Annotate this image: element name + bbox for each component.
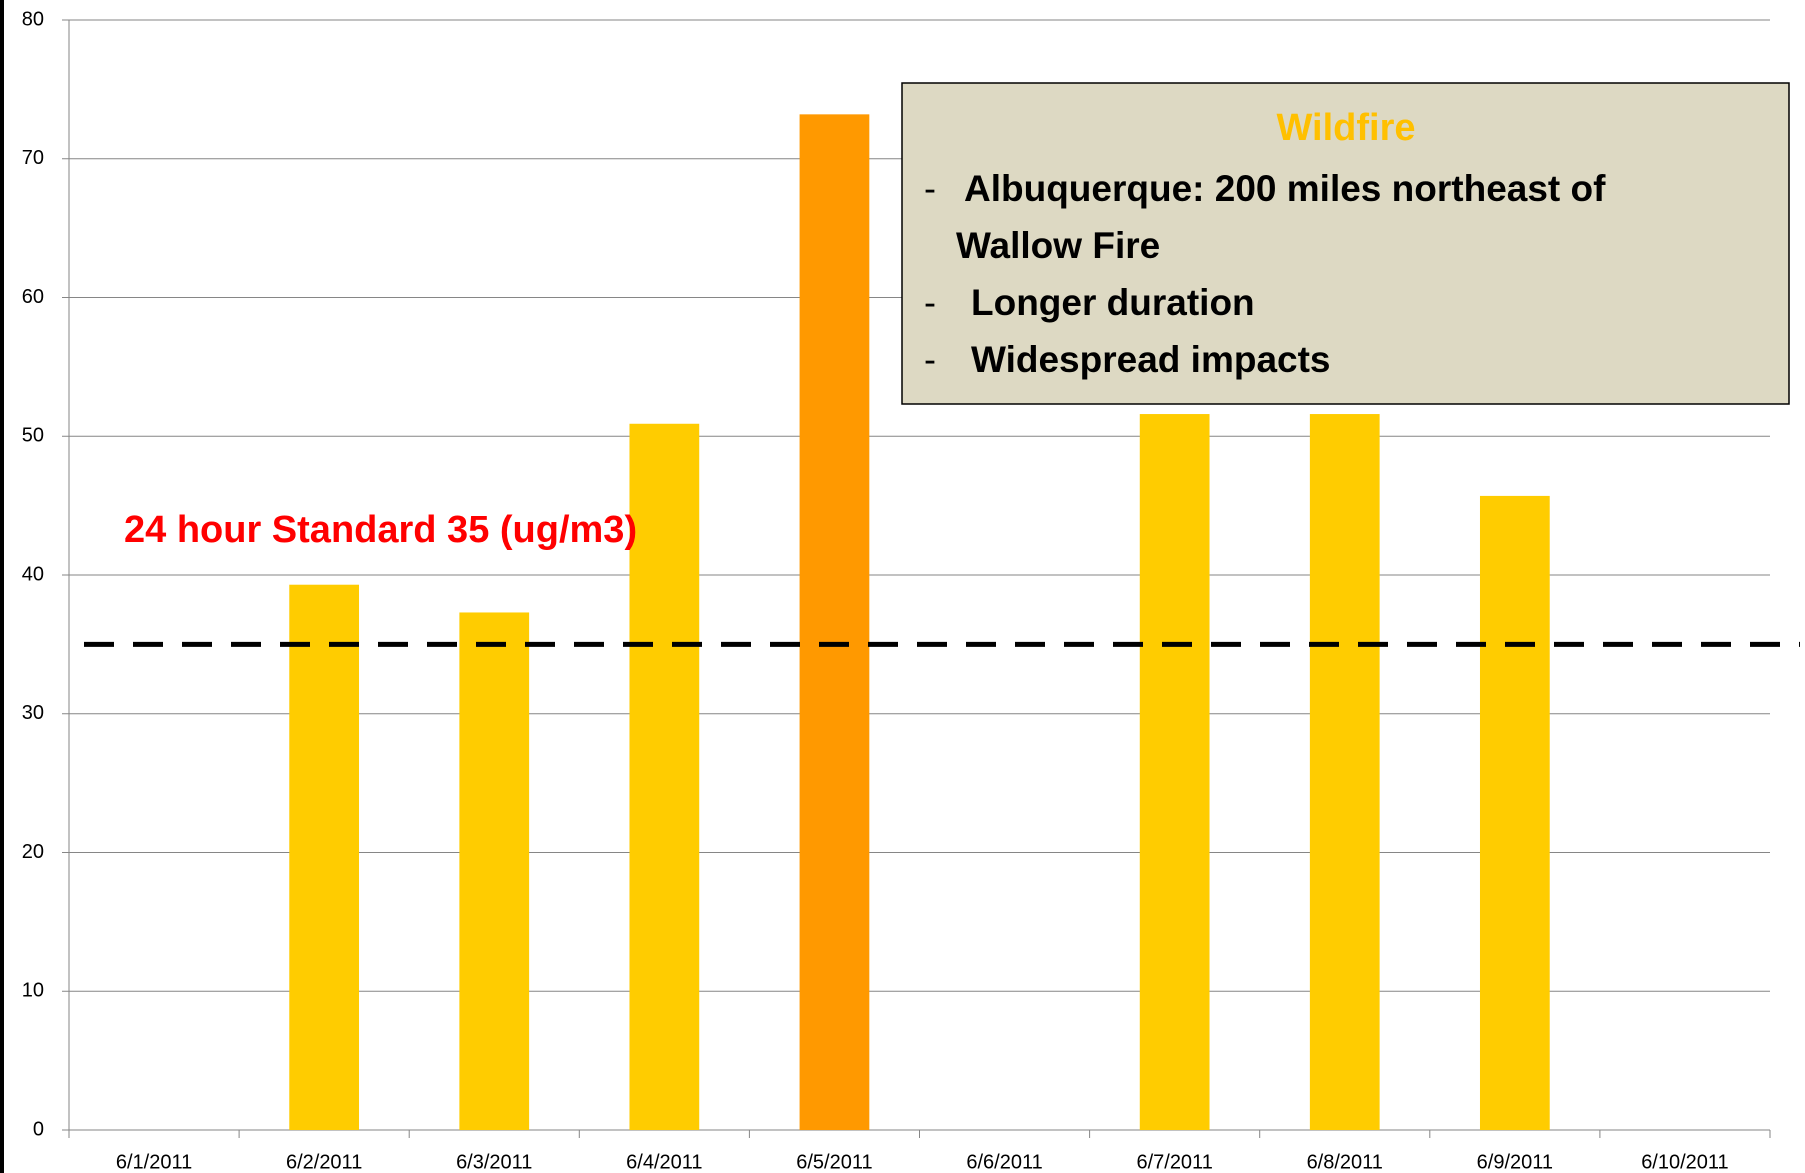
annotation-text: Longer duration	[971, 282, 1255, 323]
x-tick-label: 6/10/2011	[1641, 1151, 1729, 1173]
bar	[1309, 414, 1380, 1130]
reference-label: 24 hour Standard 35 (ug/m3)	[124, 509, 637, 551]
left-edge	[0, 0, 4, 1173]
x-tick-label: 6/5/2011	[796, 1151, 872, 1173]
annotation-text: Albuquerque: 200 miles northeast of	[964, 168, 1606, 209]
y-tick-label: 40	[22, 563, 44, 585]
annotation-text: Wallow Fire	[956, 225, 1160, 266]
bar	[799, 114, 870, 1131]
bar	[1139, 414, 1210, 1130]
annotation-text: Widespread impacts	[971, 339, 1331, 380]
x-tick-label: 6/2/2011	[286, 1151, 362, 1173]
y-tick-label: 10	[22, 980, 44, 1002]
x-tick-label: 6/8/2011	[1307, 1151, 1383, 1173]
y-tick-label: 80	[22, 8, 44, 30]
x-tick-label: 6/9/2011	[1477, 1151, 1553, 1173]
bar	[629, 423, 700, 1130]
bar	[459, 612, 530, 1130]
bar	[289, 584, 360, 1130]
annotation-dash: -	[924, 282, 936, 323]
annotation-dash: -	[924, 168, 936, 209]
y-tick-label: 50	[22, 425, 44, 447]
y-tick-label: 60	[22, 286, 44, 308]
y-tick-label: 30	[22, 702, 44, 724]
annotation-title: Wildfire	[1277, 107, 1416, 149]
annotation-dash: -	[924, 339, 936, 380]
annotation-box	[901, 82, 1790, 405]
bar	[1479, 495, 1550, 1131]
x-tick-label: 6/4/2011	[626, 1151, 702, 1173]
x-tick-label: 6/1/2011	[116, 1151, 192, 1173]
y-tick-label: 0	[33, 1118, 44, 1140]
y-tick-label: 20	[22, 841, 44, 863]
x-tick-label: 6/3/2011	[456, 1151, 532, 1173]
x-tick-label: 6/6/2011	[966, 1151, 1042, 1173]
y-tick-label: 70	[22, 147, 44, 169]
x-tick-label: 6/7/2011	[1136, 1151, 1212, 1173]
